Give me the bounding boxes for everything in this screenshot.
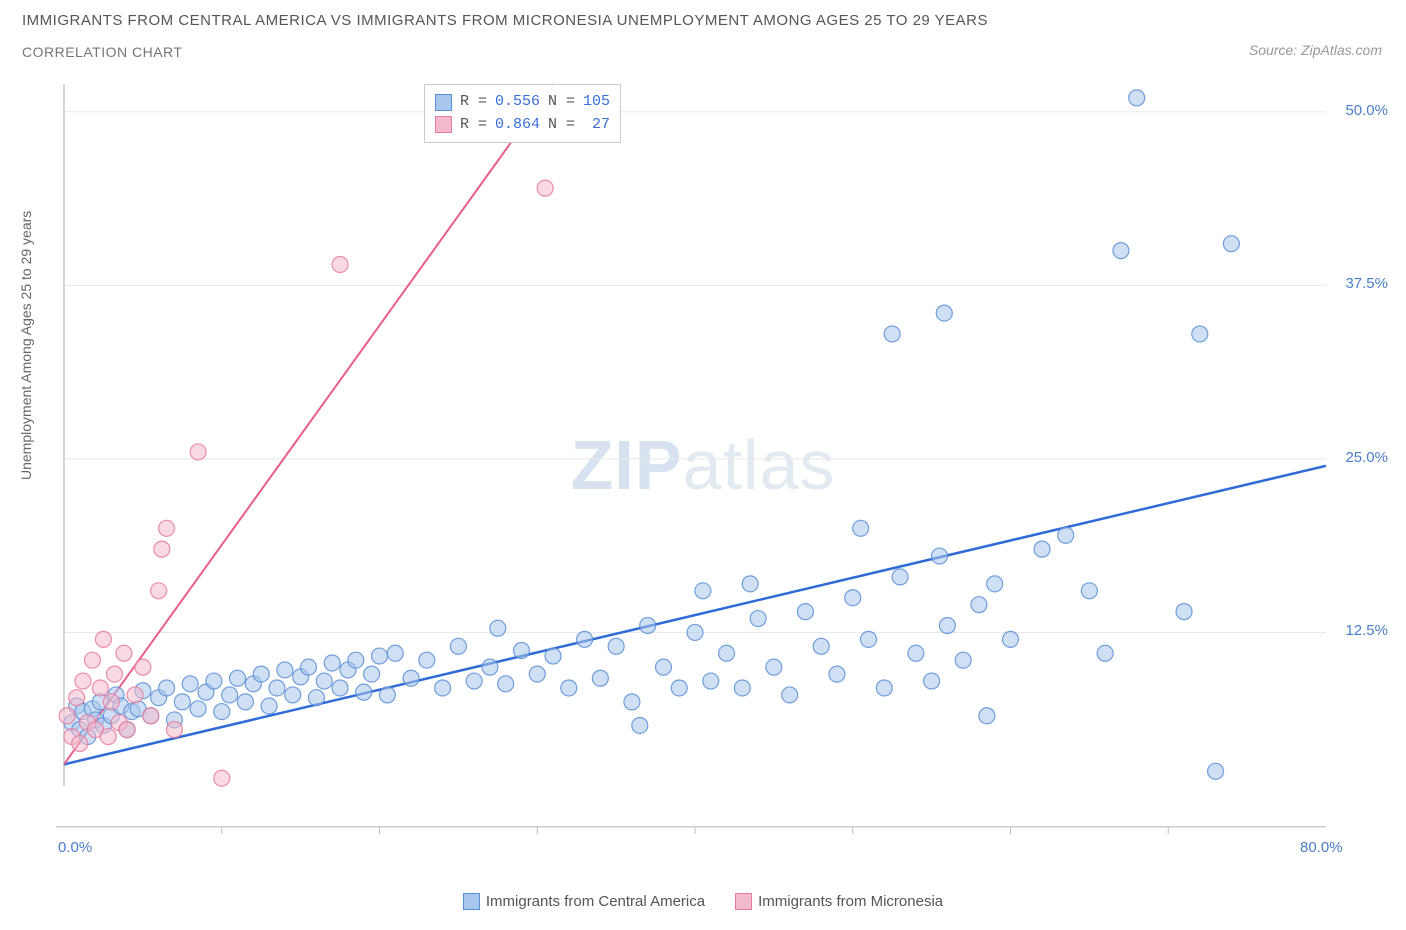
legend-swatch-series-2 xyxy=(435,116,452,133)
legend-item-series-2: Immigrants from Micronesia xyxy=(735,893,943,910)
source-attribution: Source: ZipAtlas.com xyxy=(1249,42,1382,58)
n-value-series-1: 105 xyxy=(583,91,610,114)
correlation-stats-legend: R = 0.556 N = 105 R = 0.864 N = 27 xyxy=(424,84,621,143)
stats-row-series-1: R = 0.556 N = 105 xyxy=(435,91,610,114)
chart-subtitle: CORRELATION CHART xyxy=(22,44,182,60)
x-tick-label-min: 0.0% xyxy=(58,839,92,856)
y-tick-label: 12.5% xyxy=(1345,622,1388,639)
bottom-legend: Immigrants from Central America Immigran… xyxy=(0,893,1406,910)
r-label: R = xyxy=(460,114,487,137)
y-tick-label: 25.0% xyxy=(1345,449,1388,466)
correlation-scatter-chart xyxy=(56,76,1386,846)
legend-swatch-series-1 xyxy=(463,893,480,910)
r-value-series-1: 0.556 xyxy=(495,91,540,114)
n-label: N = xyxy=(548,91,575,114)
legend-label-series-1: Immigrants from Central America xyxy=(486,893,705,910)
r-label: R = xyxy=(460,91,487,114)
x-tick-label-max: 80.0% xyxy=(1300,839,1343,856)
y-axis-label: Unemployment Among Ages 25 to 29 years xyxy=(18,211,34,480)
r-value-series-2: 0.864 xyxy=(495,114,540,137)
legend-swatch-series-2 xyxy=(735,893,752,910)
chart-title: IMMIGRANTS FROM CENTRAL AMERICA VS IMMIG… xyxy=(22,12,988,29)
stats-row-series-2: R = 0.864 N = 27 xyxy=(435,114,610,137)
legend-item-series-1: Immigrants from Central America xyxy=(463,893,705,910)
legend-label-series-2: Immigrants from Micronesia xyxy=(758,893,943,910)
n-label: N = xyxy=(548,114,575,137)
y-tick-label: 50.0% xyxy=(1345,102,1388,119)
legend-swatch-series-1 xyxy=(435,94,452,111)
y-tick-label: 37.5% xyxy=(1345,275,1388,292)
n-value-series-2: 27 xyxy=(583,114,610,137)
